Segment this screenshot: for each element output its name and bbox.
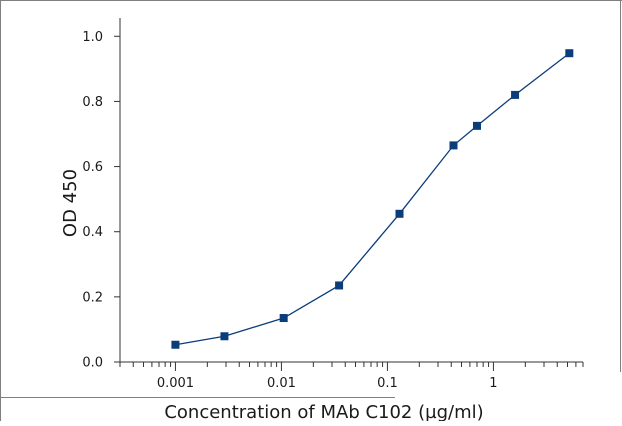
data-point [511, 90, 520, 99]
x-tick-label: 0.001 [157, 376, 194, 391]
data-point [565, 49, 574, 58]
series-line [175, 52, 570, 346]
x-tick-label: 0.1 [377, 376, 398, 391]
y-tick-label: 0.4 [82, 225, 103, 240]
axes [119, 18, 583, 363]
ticks: 0.0 0.2 0.4 0.6 0.8 1.0 0.001 0.01 0.1 1 [82, 30, 584, 391]
x-tick-label: 1 [489, 376, 497, 391]
y-tick-label: 0.2 [82, 290, 103, 305]
data-point [279, 314, 288, 323]
y-tick-label: 1.0 [82, 30, 103, 45]
data-point [171, 340, 180, 349]
y-axis-title: OD 450 [60, 169, 81, 237]
series [171, 49, 574, 349]
y-tick-label: 0.8 [82, 95, 103, 110]
x-tick-label: 0.01 [267, 376, 296, 391]
data-point [220, 332, 229, 341]
y-tick-label: 0.6 [82, 160, 103, 175]
data-point [449, 141, 458, 150]
x-axis-title: Concentration of MAb C102 (µg/ml) [164, 402, 483, 421]
data-point [395, 209, 404, 218]
y-tick-label: 0.0 [82, 356, 103, 371]
data-point [335, 281, 344, 290]
data-point [473, 121, 481, 130]
